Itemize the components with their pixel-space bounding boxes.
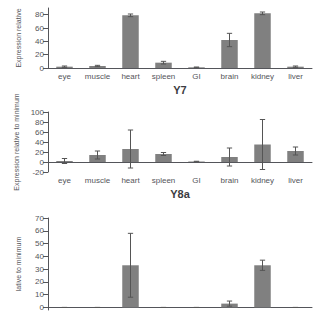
- svg-text:heart: heart: [121, 72, 140, 81]
- svg-text:70: 70: [35, 214, 44, 223]
- svg-text:80: 80: [35, 118, 44, 127]
- svg-text:eye: eye: [58, 176, 71, 185]
- svg-text:100: 100: [31, 108, 45, 117]
- svg-text:Y8a: Y8a: [170, 188, 190, 200]
- svg-text:0: 0: [40, 158, 45, 167]
- svg-text:20: 20: [35, 148, 44, 157]
- svg-text:brain: brain: [221, 72, 239, 81]
- svg-text:0: 0: [40, 64, 45, 73]
- svg-text:kidney: kidney: [251, 72, 274, 81]
- svg-text:brain: brain: [221, 176, 239, 185]
- svg-text:60: 60: [35, 24, 44, 33]
- svg-text:kidney: kidney: [251, 176, 274, 185]
- svg-text:10: 10: [35, 290, 44, 299]
- svg-text:liver: liver: [288, 176, 303, 185]
- svg-text:Y7: Y7: [173, 84, 186, 96]
- svg-text:50: 50: [35, 239, 44, 248]
- svg-text:40: 40: [35, 138, 44, 147]
- svg-text:30: 30: [35, 265, 44, 274]
- svg-text:Expression relative to minimum: Expression relative to minimum: [13, 93, 21, 190]
- svg-text:spleen: spleen: [152, 72, 176, 81]
- svg-text:-20: -20: [32, 168, 44, 177]
- svg-text:20: 20: [35, 277, 44, 286]
- svg-text:heart: heart: [121, 176, 140, 185]
- svg-text:spleen: spleen: [152, 176, 176, 185]
- svg-text:lative to minimum: lative to minimum: [15, 237, 22, 292]
- svg-text:60: 60: [35, 128, 44, 137]
- svg-text:Expression relative: Expression relative: [15, 8, 23, 67]
- svg-text:eye: eye: [58, 72, 71, 81]
- svg-text:muscle: muscle: [85, 176, 111, 185]
- svg-text:20: 20: [35, 50, 44, 59]
- svg-text:80: 80: [35, 10, 44, 19]
- svg-text:60: 60: [35, 226, 44, 235]
- svg-text:muscle: muscle: [85, 72, 111, 81]
- svg-text:GI: GI: [192, 176, 200, 185]
- svg-text:40: 40: [35, 37, 44, 46]
- svg-text:0: 0: [40, 303, 45, 312]
- svg-text:40: 40: [35, 252, 44, 261]
- svg-text:liver: liver: [288, 72, 303, 81]
- svg-text:GI: GI: [192, 72, 200, 81]
